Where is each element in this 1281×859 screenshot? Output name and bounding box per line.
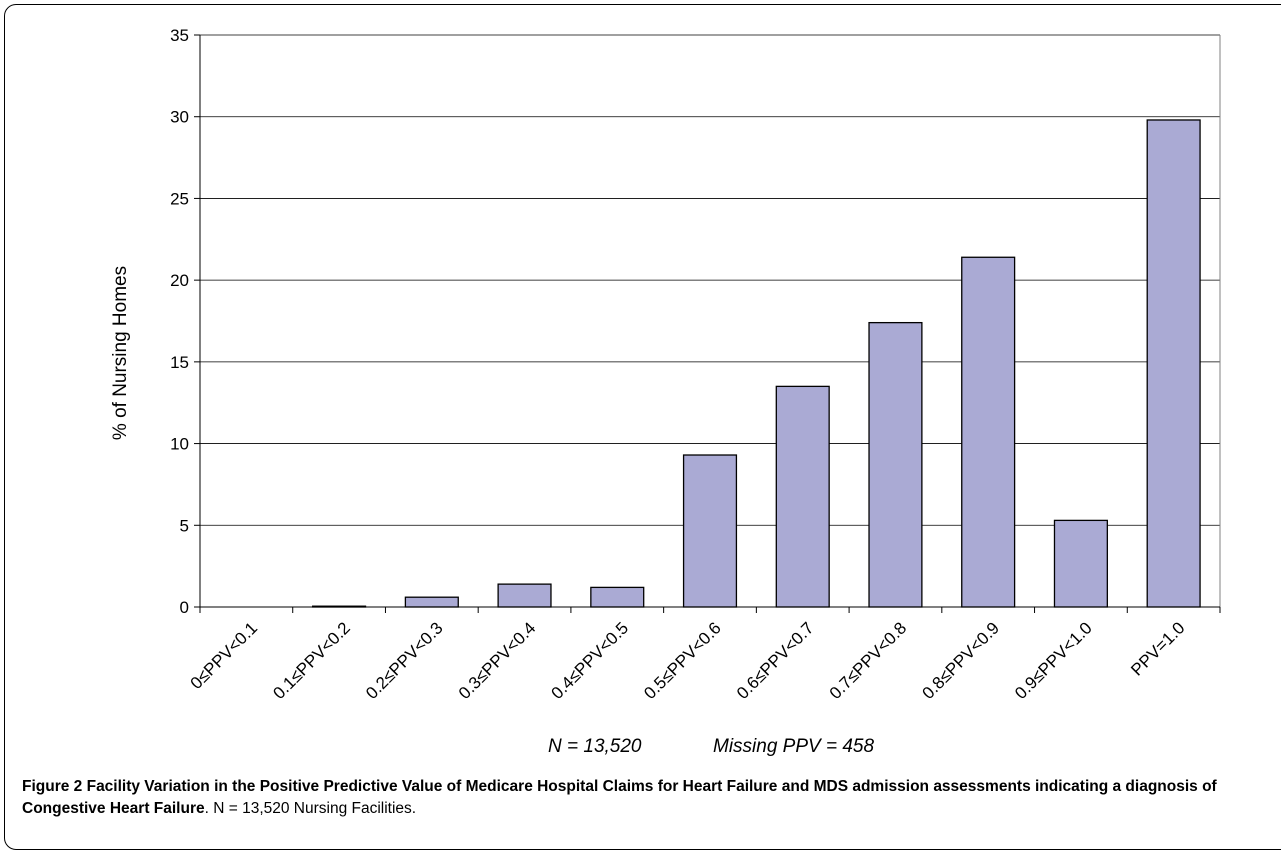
y-tick-label: 25 xyxy=(170,189,189,208)
bar xyxy=(1053,519,1108,608)
y-tick-label: 0 xyxy=(180,598,189,617)
y-tick-labels: 0 5 10 15 20 25 30 35 xyxy=(170,26,189,617)
bar xyxy=(961,256,1016,608)
bars xyxy=(312,119,1201,608)
x-category-label: 0.9≤PPV<1.0 xyxy=(1011,618,1096,703)
bar xyxy=(868,321,923,608)
x-category-label: 0.1≤PPV<0.2 xyxy=(269,618,354,703)
figure-caption: Figure 2 Facility Variation in the Posit… xyxy=(22,776,1281,820)
x-category-label: 0.5≤PPV<0.6 xyxy=(640,618,725,703)
annotation-missing: Missing PPV = 458 xyxy=(713,736,874,757)
y-tick-label: 35 xyxy=(170,26,189,45)
y-axis-title: % of Nursing Homes xyxy=(110,266,131,440)
bar xyxy=(497,583,552,608)
bar xyxy=(590,586,645,608)
bar xyxy=(775,385,830,608)
x-category-label: PPV=1.0 xyxy=(1127,618,1188,679)
x-category-label: 0.8≤PPV<0.9 xyxy=(918,618,1003,703)
y-tick-label: 5 xyxy=(180,516,189,535)
bar-chart: 0 5 10 15 20 25 30 35 0≤PPV<0.1 0.1≤PPV<0.2 0.2≤P… xyxy=(110,26,1221,757)
x-category-label: 0.3≤PPV<0.4 xyxy=(455,618,540,703)
x-category-label: 0.7≤PPV<0.8 xyxy=(826,618,911,703)
y-tick-label: 10 xyxy=(170,435,189,454)
bar xyxy=(1146,119,1201,608)
gridlines xyxy=(200,34,1221,607)
caption-title: Figure 2 Facility Variation in the Posit… xyxy=(22,778,1217,817)
x-category-label: 0.6≤PPV<0.7 xyxy=(733,618,818,703)
annotation-n: N = 13,520 xyxy=(548,736,642,757)
bar xyxy=(404,596,459,608)
x-category-label: 0≤PPV<0.1 xyxy=(187,618,262,693)
figure-frame xyxy=(4,4,1281,850)
y-tick-label: 30 xyxy=(170,108,189,127)
y-tick-label: 15 xyxy=(170,353,189,372)
y-tick-label: 20 xyxy=(170,271,189,290)
bar xyxy=(682,454,738,608)
axes xyxy=(194,34,1221,613)
caption-detail: . N = 13,520 Nursing Facilities. xyxy=(204,800,417,817)
x-category-labels: 0≤PPV<0.1 0.1≤PPV<0.2 0.2≤PPV<0.3 0.3≤PPV<0… xyxy=(187,618,1189,703)
x-category-label: 0.2≤PPV<0.3 xyxy=(362,618,447,703)
x-category-label: 0.4≤PPV<0.5 xyxy=(548,618,633,703)
